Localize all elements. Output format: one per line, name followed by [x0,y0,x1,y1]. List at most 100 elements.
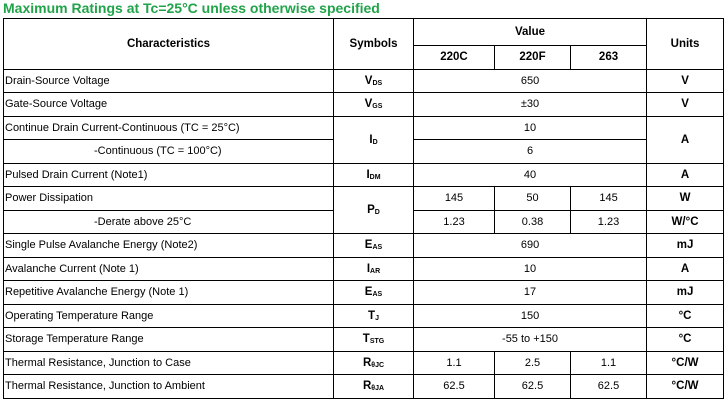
symbol-main: I [369,133,373,146]
header: Value [412,18,648,46]
symbol-main: I [366,262,371,275]
unit: °C/W [646,374,725,399]
symbol-main: V [364,98,373,111]
ratings-table: Characteristics Symbols Value Units 220C… [3,18,725,399]
value: 2.5 [494,350,571,375]
symbol-main: I [366,168,370,181]
symbol-sub: D [372,138,378,146]
value: 1.23 [413,209,495,234]
unit: °C/W [646,350,725,375]
symbol: IAR [333,256,414,281]
value: 145 [569,186,648,211]
symbol: ID [333,115,414,164]
unit: mJ [646,280,725,305]
value: 40 [412,162,648,187]
value: 1.23 [569,209,648,234]
symbol-main: E [364,239,373,252]
symbol-main: R [362,380,372,393]
unit: W/°C [646,209,725,234]
characteristic: Drain-Source Voltage [3,68,334,93]
title: Maximum Ratings at Tc=25°C unless otherw… [3,0,380,16]
value: 50 [494,186,571,211]
variant-header: 220F [494,45,571,70]
symbol-main: R [362,356,372,369]
symbol-sub: DS [372,79,383,87]
symbol-main: P [367,204,375,216]
value: 0.38 [494,209,571,234]
symbol-main: V [364,74,373,87]
characteristic: Storage Temperature Range [3,327,334,352]
value: 17 [412,280,648,305]
value: 62.5 [413,374,495,399]
symbol-sub: θJC [371,361,385,369]
row: Drain-Source Voltage VDS 650 V [3,68,725,93]
symbol: IDM [333,162,414,187]
unit: V [646,68,725,93]
unit: V [646,92,725,117]
row: Gate-Source Voltage VGS ±30 V [3,92,725,117]
unit: A [646,162,725,187]
characteristic: Pulsed Drain Current (Note1) [3,162,334,187]
symbol-sub: STG [369,338,385,346]
table-body: Drain-Source Voltage VDS 650 V Gate-Source V… [3,68,725,399]
characteristic: Avalanche Current (Note 1) [3,256,334,281]
symbol-sub: DM [369,173,381,181]
characteristic: Power Dissipation [3,186,334,211]
characteristic: -Continuous (TC = 100°C) [3,139,334,164]
row: Avalanche Current (Note 1) IAR 10 A [3,256,725,281]
symbol: PD [333,186,414,234]
characteristic: -Derate above 25°C [3,209,334,234]
row: Repetitive Avalanche Energy (Note 1) EAS 1… [3,280,725,305]
value: ±30 [412,92,648,117]
row: Thermal Resistance, Junction to Ambient R… [3,374,725,399]
characteristic: Single Pulse Avalanche Energy (Note2) [3,233,334,258]
symbol-sub: J [375,314,379,322]
symbol-main: T [368,309,376,322]
symbol: EAS [333,280,414,305]
unit: mJ [646,233,725,258]
characteristic: Repetitive Avalanche Energy (Note 1) [3,280,334,305]
characteristic: Thermal Resistance, Junction to Ambient [3,374,334,399]
symbol: RθJA [333,374,414,399]
row: Power Dissipation PD 145 50 145 W [3,186,725,234]
symbol: RθJC [333,350,414,375]
symbol: VDS [333,68,414,93]
value: 690 [412,233,648,258]
value: 10 [412,115,648,140]
symbol: VGS [333,92,414,117]
symbol-sub: AR [370,267,381,275]
value: 62.5 [494,374,571,399]
row: Single Pulse Avalanche Energy (Note2) EAS… [3,233,725,258]
value: 145 [413,186,495,211]
value: 1.1 [413,350,495,375]
symbol-sub: θJA [371,385,385,393]
value: 1.1 [569,350,648,375]
unit: A [646,115,725,164]
symbol-sub: AS [372,291,383,299]
row: Thermal Resistance, Junction to Case RθJC… [3,350,725,375]
row: Storage Temperature Range TSTG -55 to +150… [3,327,725,352]
characteristic: Continue Drain Current-Continuous (TC = … [3,115,334,140]
unit: W [646,186,725,211]
symbol: TSTG [333,327,414,352]
value: 62.5 [569,374,648,399]
value: -55 to +150 [412,327,648,352]
header: Units [646,18,725,70]
row: Operating Temperature Range TJ 150 °C [3,303,725,328]
variant-header: 263 [569,45,648,70]
characteristic: Operating Temperature Range [3,303,334,328]
value: 650 [412,68,648,93]
unit: °C [646,303,725,328]
characteristic: Thermal Resistance, Junction to Case [3,350,334,375]
value: 10 [412,256,648,281]
symbol-sub: D [374,209,380,216]
header: Symbols [333,18,414,70]
symbol: EAS [333,233,414,258]
value: 6 [412,139,648,164]
unit: A [646,256,725,281]
symbol: TJ [333,303,414,328]
value: 150 [412,303,648,328]
variant-header: 220C [413,45,495,70]
symbol-sub: AS [372,244,383,252]
